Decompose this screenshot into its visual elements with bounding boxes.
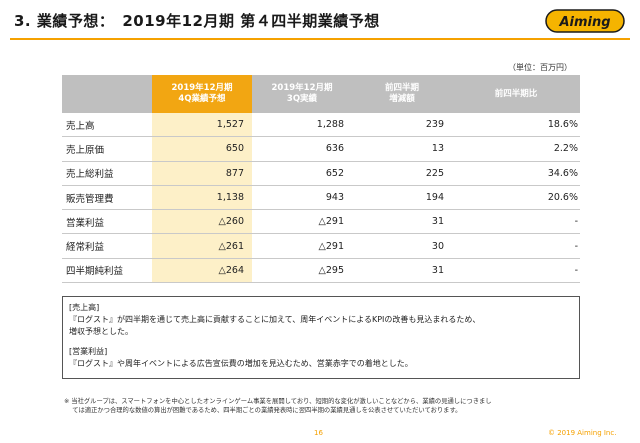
commentary-box: [売上高] 『ログスト』が四半期を通じて売上高に貢献することに加えて、周年イベン… [62,296,580,379]
table-row: 売上高 1,527 1,288 239 18.6% [62,113,580,138]
row-label: 販売管理費 [66,193,114,205]
header-cell-qoq-ratio: 前四半期比 [452,75,580,113]
disclaimer-footnote: ※ 当社グループは、スマートフォンを中心としたオンラインゲーム事業を展開しており… [64,398,492,414]
row-label: 四半期純利益 [66,266,124,278]
diff-value: 239 [425,119,444,131]
diff-value: 31 [431,264,444,276]
header-cell-qoq-diff: 前四半期 増減額 [352,75,452,113]
table-header-row: 2019年12月期 4Q業績予想 2019年12月期 3Q実績 前四半期 増減額… [62,75,580,113]
forecast-value: 1,527 [152,113,252,137]
row-label: 売上高 [66,120,95,132]
header-cell-4q-forecast: 2019年12月期 4Q業績予想 [152,75,252,113]
forecast-value: △264 [152,258,252,283]
table-row: 売上総利益 877 652 225 34.6% [62,161,580,186]
row-label: 経常利益 [66,242,105,254]
header-cell-3q-actual: 2019年12月期 3Q実績 [252,75,352,113]
diff-value: 13 [431,143,444,155]
table-row: 四半期純利益 △264 △295 31 - [62,258,580,284]
q3-value: 636 [325,143,344,155]
forecast-value: △261 [152,234,252,258]
q3-value: 652 [325,167,344,179]
q3-value: 943 [325,192,344,204]
header-cell-blank [62,75,152,113]
forecast-value: 877 [152,161,252,185]
svg-text:Aiming: Aiming [558,15,610,30]
op-note-text: 『ログスト』や周年イベントによる広告宣伝費の増加を見込むため、営業赤字での着地と… [69,359,413,368]
row-label: 営業利益 [66,217,105,229]
table-body: 売上高 1,527 1,288 239 18.6% 売上原価 650 636 13 2.2% 売上総… [62,113,580,284]
diff-value: 30 [431,240,444,252]
ratio-value: 2.2% [553,143,578,155]
diff-value: 31 [431,216,444,228]
ratio-value: 34.6% [547,167,578,179]
diff-value: 225 [425,167,444,179]
title-underline [10,38,630,40]
sales-note-heading: [売上高] [69,303,100,312]
forecast-value: 650 [152,137,252,161]
table-row: 営業利益 △260 △291 31 - [62,210,580,235]
ratio-value: - [574,216,578,228]
forecast-table: 2019年12月期 4Q業績予想 2019年12月期 3Q実績 前四半期 増減額… [62,75,580,284]
ratio-value: 18.6% [547,119,578,131]
diff-value: 194 [425,192,444,204]
forecast-value: △260 [152,210,252,234]
row-label: 売上総利益 [66,169,114,181]
page-title: 3. 業績予想： 2019年12月期 第４四半期業績予想 [14,12,380,30]
ratio-value: 20.6% [547,192,578,204]
forecast-value: 1,138 [152,185,252,210]
q3-value: △295 [318,264,344,276]
table-row: 販売管理費 1,138 943 194 20.6% [62,185,580,211]
aiming-logo: Aiming [545,9,625,33]
q3-value: 1,288 [316,119,344,131]
page-number: 16 [314,429,323,437]
sales-note-text: 『ログスト』が四半期を通じて売上高に貢献することに加えて、周年イベントによるKP… [69,315,481,336]
ratio-value: - [574,264,578,276]
q3-value: △291 [318,240,344,252]
unit-note: （単位：百万円） [508,63,572,72]
op-note-heading: [営業利益] [69,347,108,356]
row-label: 売上原価 [66,144,105,156]
q3-value: △291 [318,216,344,228]
copyright: © 2019 Aiming Inc. [548,429,617,437]
table-row: 売上原価 650 636 13 2.2% [62,137,580,162]
table-row: 経常利益 △261 △291 30 - [62,234,580,259]
ratio-value: - [574,240,578,252]
